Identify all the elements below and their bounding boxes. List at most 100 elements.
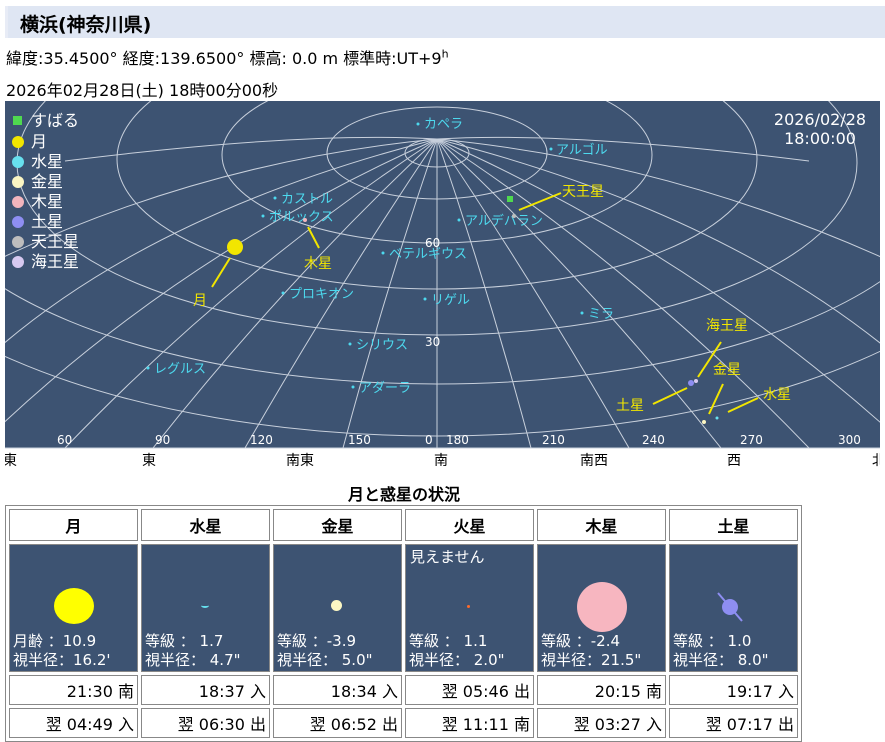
venus-marker (702, 420, 706, 424)
star-capella (416, 122, 420, 126)
location-text: 緯度:35.4500° 経度:139.6500° 標高: 0.0 m 標準時:U… (6, 49, 442, 68)
star-pollux (261, 214, 265, 218)
star-adhara (351, 385, 355, 389)
planet-labels: 天王星 木星 月 海王星 金星 土星 水星 (193, 184, 791, 414)
jupiter-event-2: 翌 03:27 入 (537, 708, 666, 738)
mercury-crescent (201, 603, 209, 608)
column-header-moon: 月 (9, 509, 138, 541)
column-header-jupiter: 木星 (537, 509, 666, 541)
direction-strip (5, 448, 880, 471)
direction-labels: 北東 東 南東 南 南西 西 北西 (5, 453, 880, 469)
venus-leader (708, 383, 724, 415)
saturn-event-2: 翌 07:17 出 (669, 708, 798, 738)
table-image-row: 月齢 ：10.9 視半径：16.2' 等級 ： 1.7 視半径： 4.7" 等級… (9, 544, 798, 672)
mercury-marker (715, 416, 719, 420)
neptune-leader (697, 341, 722, 378)
uranus-legend-icon (12, 236, 24, 248)
star-betelgeuse (381, 251, 385, 255)
star-label-adhara: アダーラ (359, 381, 411, 396)
location-info: 緯度:35.4500° 経度:139.6500° 標高: 0.0 m 標準時:U… (6, 45, 449, 69)
table-time-row-2: 翌 04:49 入 翌 06:30 出 翌 06:52 出 翌 11:11 南 … (9, 708, 798, 738)
moon-radius-text: 視半径：16.2' (13, 651, 111, 669)
planet-status-title: 月と惑星の状況 (347, 485, 460, 504)
grid-azimuth-225 (436, 138, 722, 448)
grid-azimuth-285 (436, 138, 880, 258)
star-label-mira: ミラ (588, 307, 614, 322)
planet-label-mercury: 水星 (763, 387, 791, 403)
uranus-marker (512, 214, 516, 218)
azimuth-labels: 60 90 120 150 180 210 240 270 300 (57, 433, 861, 447)
grid-azimuth-90 (5, 138, 438, 344)
column-header-mercury: 水星 (141, 509, 270, 541)
azimuth-label-120: 120 (250, 433, 273, 447)
legend-label-venus: 金星 (31, 172, 63, 191)
legend-label-subaru: すばる (31, 111, 79, 130)
grid-azimuth-60 (64, 136, 438, 162)
jupiter-disc (577, 582, 627, 632)
mercury-magnitude-text: 等級 ： 1.7 (145, 632, 224, 650)
venus-radius-text: 視半径： 5.0" (277, 651, 373, 669)
column-header-venus: 金星 (273, 509, 402, 541)
jupiter-radius-text: 視半径：21.5" (541, 651, 642, 669)
uranus-leader (518, 192, 562, 211)
star-label-regulus: レグルス (154, 362, 206, 377)
saturn-legend-icon (12, 216, 24, 228)
star-algol (549, 147, 553, 151)
mars-event-2: 翌 11:11 南 (405, 708, 534, 738)
moon-marker (227, 239, 243, 255)
venus-disc (331, 600, 342, 611)
planet-label-neptune: 海王星 (706, 318, 748, 334)
venus-event-2: 翌 06:52 出 (273, 708, 402, 738)
altitude-label-0: 0 (425, 433, 433, 447)
jupiter-magnitude-text: 等級 ：-2.4 (541, 632, 621, 650)
sky-time: 18:00:00 (784, 129, 856, 148)
mars-event-1: 翌 05:46 出 (405, 675, 534, 705)
grid-azimuth-120 (64, 138, 438, 448)
moon-legend-icon (12, 136, 24, 148)
altitude-label-60: 60 (425, 236, 440, 250)
sky-legend: すばる 月 水星 金星 木星 土星 天王星 海王星 (12, 111, 79, 271)
mars-view-panel: 見えません 等級 ： 1.1 視半径： 2.0" (405, 544, 534, 672)
planet-leader-lines (211, 192, 759, 415)
venus-view-panel: 等級 ：-3.9 視半径： 5.0" (273, 544, 402, 672)
venus-magnitude-text: 等級 ：-3.9 (277, 632, 357, 650)
legend-label-neptune: 海王星 (31, 252, 79, 271)
grid-azimuth-135 (152, 138, 438, 448)
table-time-row-1: 21:30 南 18:37 入 18:34 入 翌 05:46 出 20:15 … (9, 675, 798, 705)
saturn-magnitude-text: 等級 ： 1.0 (673, 632, 752, 650)
moon-event-1: 21:30 南 (9, 675, 138, 705)
column-header-saturn: 土星 (669, 509, 798, 541)
mars-disc (467, 605, 470, 608)
star-castor (273, 196, 277, 200)
legend-label-mercury: 水星 (31, 152, 63, 171)
star-labels: カペラ アルゴル カストル ポルックス アルデバラン ベテルギウス プロキオン … (146, 117, 614, 396)
star-label-betelgeuse: ベテルギウス (389, 247, 467, 262)
saturn-view-panel: 等級 ： 1.0 視半径： 8.0" (669, 544, 798, 672)
direction-east: 東 (142, 453, 156, 469)
datetime-info: 2026年02月28日(土) 18時00分00秒 (6, 81, 279, 100)
direction-west: 西 (727, 453, 741, 469)
sky-map[interactable]: 2026/02/28 18:00:00 すばる 月 水星 金星 木星 土星 天王… (5, 101, 880, 471)
grid-azimuth-255 (436, 138, 880, 423)
azimuth-label-240: 240 (642, 433, 665, 447)
moon-age-text: 月齢 ：10.9 (13, 632, 97, 650)
sky-objects (227, 196, 719, 424)
grid-azimuth-300 (436, 136, 810, 162)
grid-azimuth-150 (244, 138, 438, 448)
mars-magnitude-text: 等級 ： 1.1 (409, 632, 488, 650)
grid-azimuth-240 (436, 138, 810, 448)
jupiter-view-panel: 等級 ：-2.4 視半径：21.5" (537, 544, 666, 672)
mercury-radius-text: 視半径： 4.7" (145, 651, 241, 669)
direction-northeast: 北東 (5, 453, 17, 469)
azimuth-label-150: 150 (348, 433, 371, 447)
planet-label-venus: 金星 (713, 362, 741, 378)
azimuth-label-180: 180 (446, 433, 469, 447)
legend-label-jupiter: 木星 (31, 192, 63, 211)
neptune-legend-icon (12, 256, 24, 268)
mars-radius-text: 視半径： 2.0" (409, 651, 505, 669)
location-title-bar: 横浜(神奈川県) (5, 6, 885, 38)
saturn-leader (652, 387, 688, 405)
azimuth-label-300: 300 (838, 433, 861, 447)
legend-label-saturn: 土星 (31, 212, 63, 231)
star-label-procyon: プロキオン (289, 287, 354, 302)
